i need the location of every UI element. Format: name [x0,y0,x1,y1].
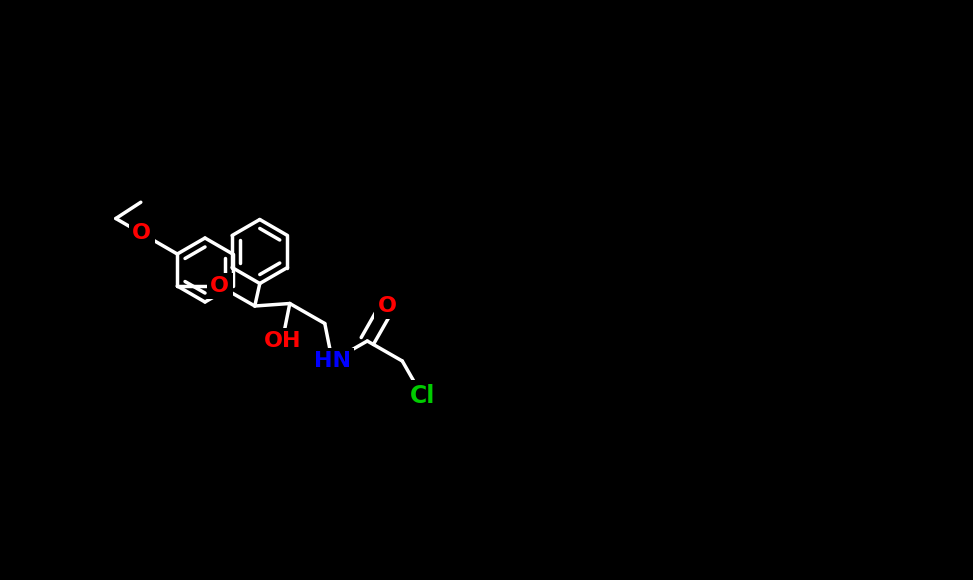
Text: HN: HN [313,351,351,371]
Text: O: O [132,223,151,244]
Text: O: O [210,276,230,296]
Text: Cl: Cl [410,384,435,408]
Text: O: O [378,296,397,316]
Text: OH: OH [264,331,301,351]
